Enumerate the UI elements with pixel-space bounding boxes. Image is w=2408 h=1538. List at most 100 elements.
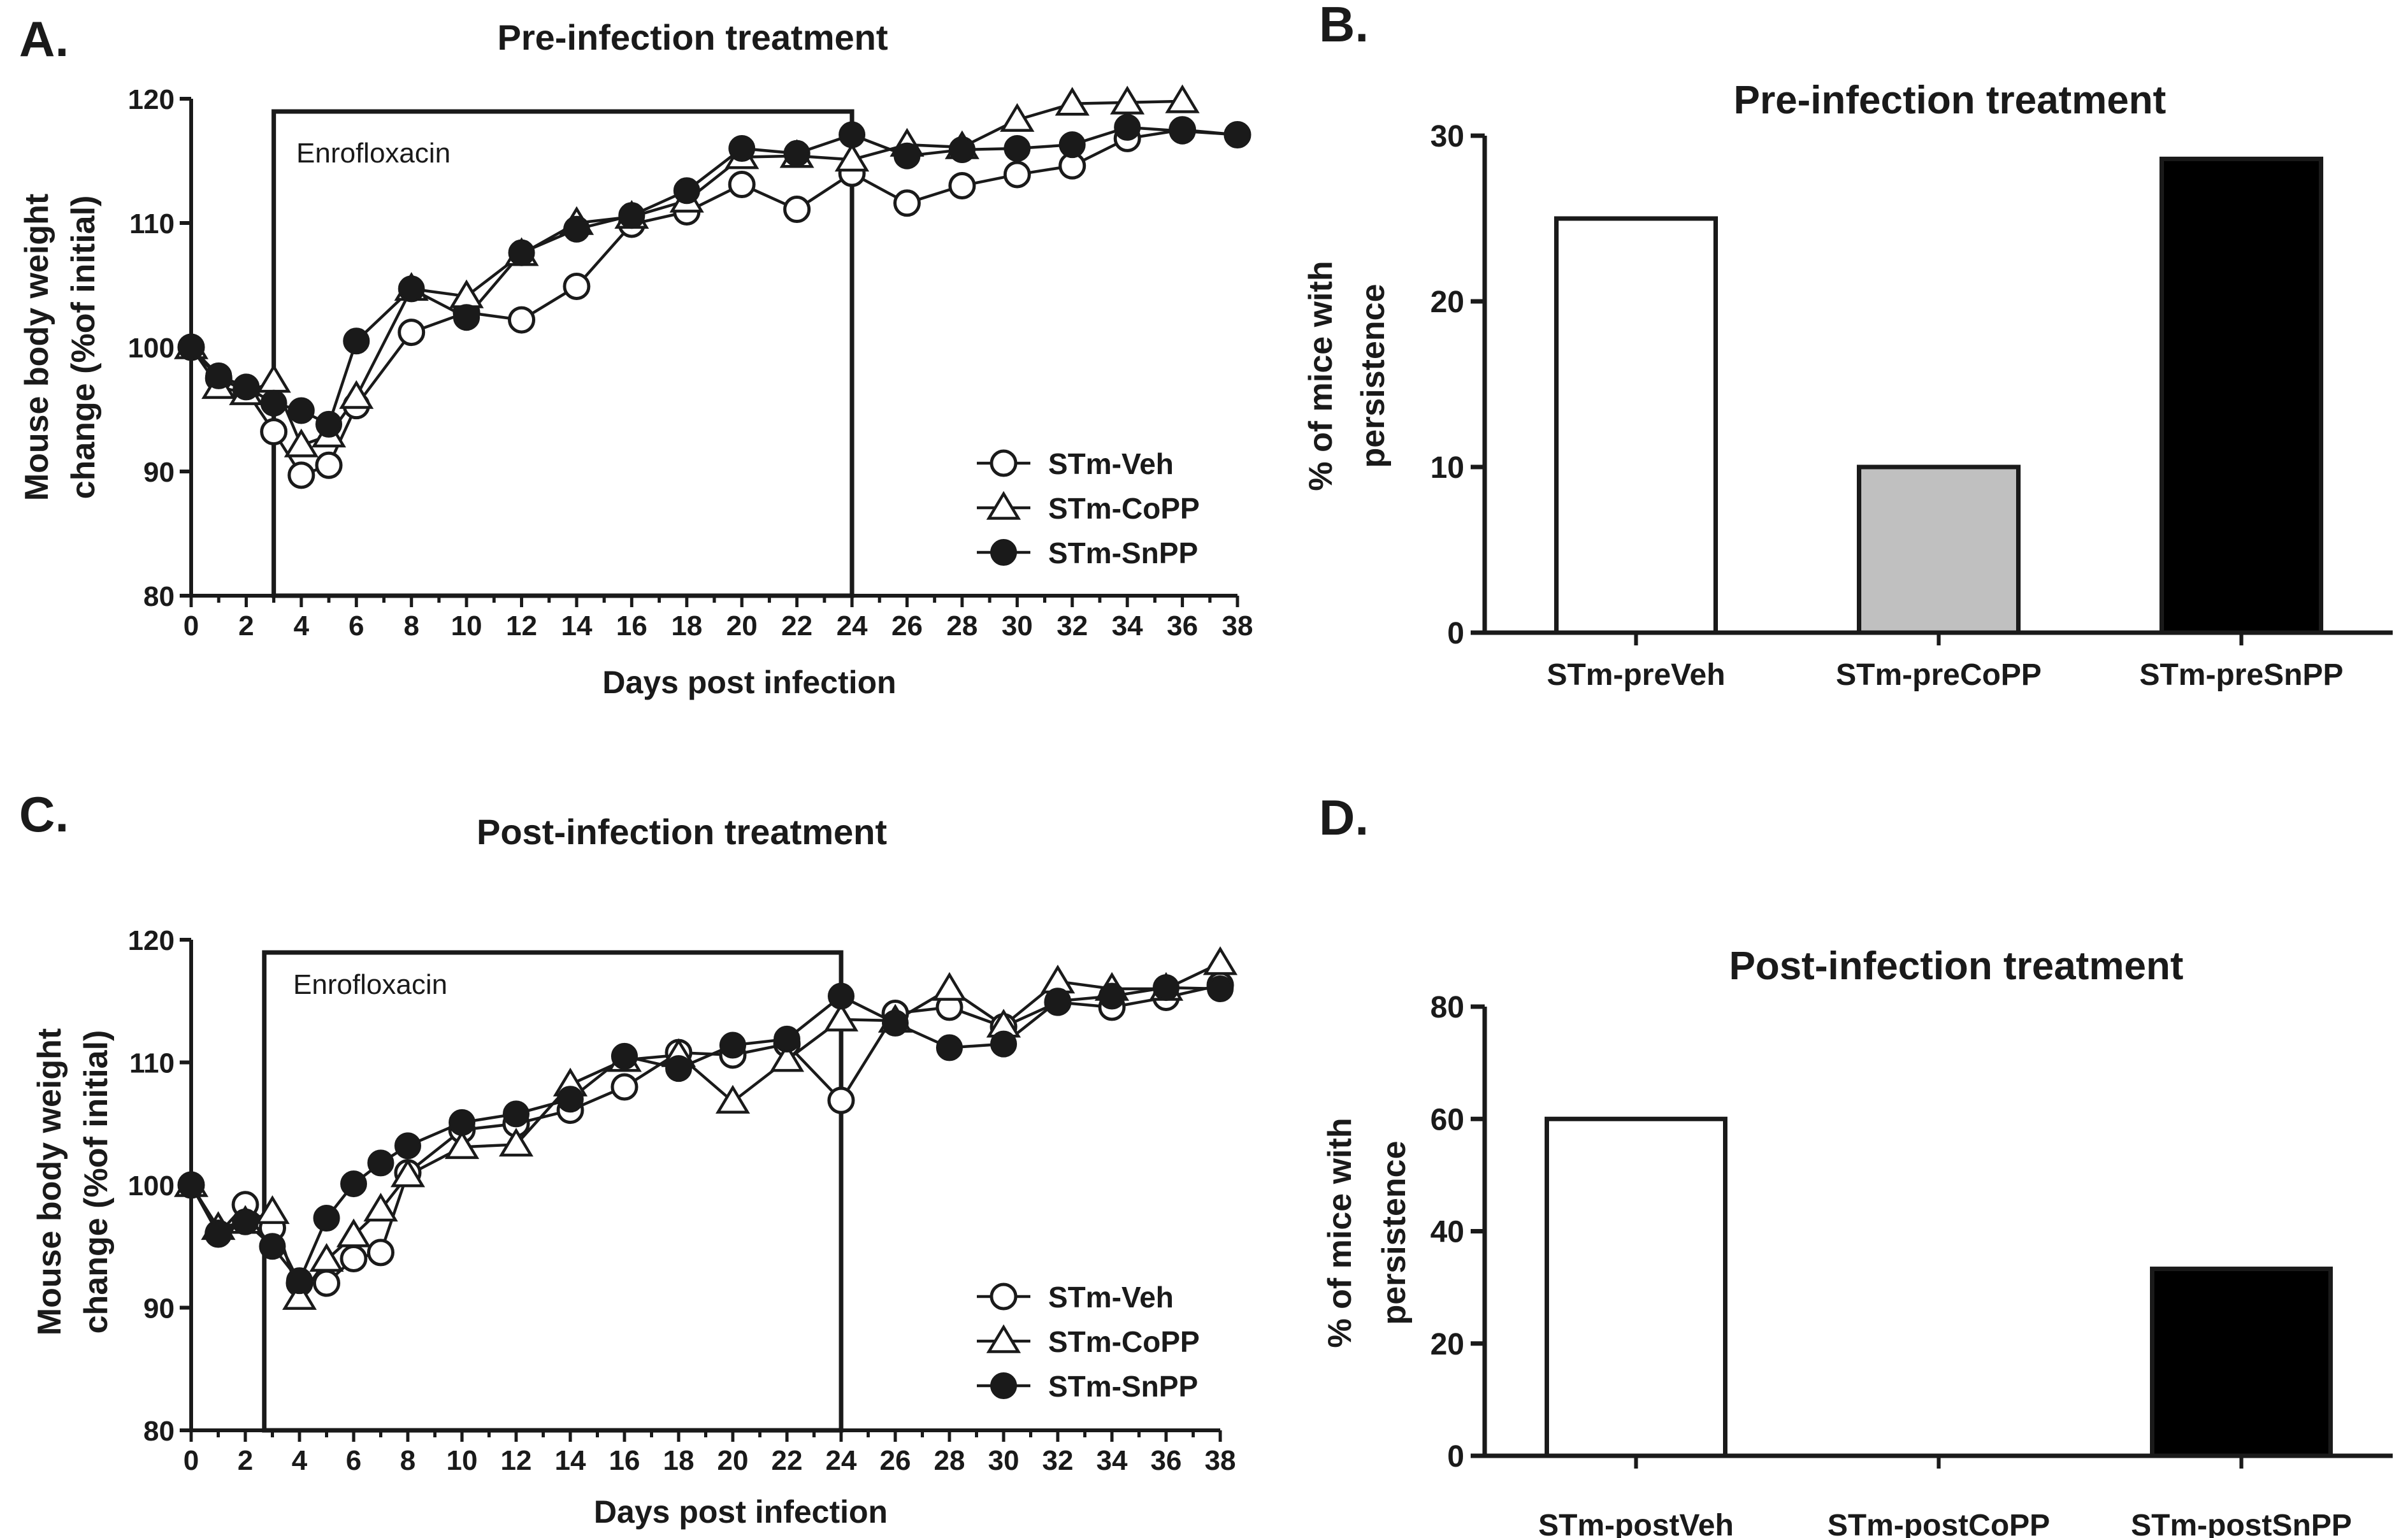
legend-marker xyxy=(986,1324,1021,1353)
series-points-STm-CoPP xyxy=(173,946,1238,1310)
y-axis-label-line-2: change (%of initial) xyxy=(65,196,102,499)
x-tick-label: 34 xyxy=(1097,1445,1128,1476)
y-tick-label: 120 xyxy=(128,84,175,115)
x-tick-label: 36 xyxy=(1167,610,1198,642)
treatment-window-box xyxy=(271,109,854,598)
line-chart-panel-3: C. Post-infection treatment 80 90 100 110 120 0… xyxy=(19,786,1238,1530)
data-point xyxy=(936,1034,963,1061)
data-point xyxy=(205,362,233,389)
x-tick-label: 12 xyxy=(506,610,537,642)
x-tick-label: STm-postSnPP xyxy=(2131,1509,2352,1538)
x-tick-label: 26 xyxy=(891,610,923,642)
data-point xyxy=(834,143,870,172)
legend: STm-Veh STm-CoPP STm-SnPP xyxy=(977,447,1200,570)
legend-label: STm-SnPP xyxy=(1048,1370,1198,1403)
line-chart-panel-1: A. Pre-infection treatment 80 90 100 110 120 0 2… xyxy=(18,11,1253,700)
data-point xyxy=(673,177,700,205)
data-point xyxy=(839,121,866,148)
data-point xyxy=(1207,975,1234,1002)
data-point xyxy=(618,202,645,229)
data-point xyxy=(287,461,315,489)
data-point xyxy=(828,982,854,1010)
x-tick-label: 4 xyxy=(294,610,310,642)
x-tick-label: 16 xyxy=(609,1445,640,1476)
y-axis-label-line-1: % of mice with xyxy=(1302,261,1339,491)
data-point xyxy=(367,1239,394,1267)
data-point xyxy=(287,397,315,424)
data-point xyxy=(178,334,205,361)
bar-STm-postVeh xyxy=(1545,1116,1727,1458)
data-point xyxy=(774,1025,800,1053)
x-tick-label: 14 xyxy=(561,610,592,642)
data-point xyxy=(990,1030,1017,1058)
data-point xyxy=(557,1086,584,1113)
x-tick-label: STm-preCoPP xyxy=(1836,658,2042,692)
legend-marker xyxy=(990,449,1018,477)
data-point xyxy=(367,1149,394,1177)
data-point xyxy=(893,142,921,169)
enrofloxacin-annotation: Enrofloxacin xyxy=(293,969,447,1000)
data-point xyxy=(284,428,319,457)
legend-label: STm-Veh xyxy=(1048,447,1174,480)
data-point xyxy=(728,135,756,162)
y-tick-label: 20 xyxy=(1431,285,1464,319)
x-tick-label: 28 xyxy=(946,610,977,642)
x-tick-label: STm-preSnPP xyxy=(2139,658,2343,692)
x-tick-label: 20 xyxy=(717,1445,749,1476)
x-tick-label: 24 xyxy=(826,1445,857,1476)
data-point xyxy=(611,1042,638,1070)
data-point xyxy=(453,304,480,331)
data-point xyxy=(315,410,343,438)
bar-chart-panel-2: B. Pre-infection treatment 0 10 20 30 % of mic… xyxy=(1302,0,2393,692)
data-point xyxy=(1202,946,1238,975)
panel-label: A. xyxy=(19,11,69,67)
data-point xyxy=(948,136,976,163)
data-point xyxy=(1044,988,1071,1015)
x-tick-label: 24 xyxy=(837,610,868,642)
legend-label: STm-SnPP xyxy=(1048,536,1198,570)
data-point xyxy=(398,275,425,303)
y-tick-label: 90 xyxy=(143,1293,175,1325)
enrofloxacin-annotation: Enrofloxacin xyxy=(296,138,451,169)
x-tick-label: 12 xyxy=(501,1445,532,1476)
y-tick-label: 0 xyxy=(1447,1440,1464,1474)
data-point xyxy=(449,1109,475,1136)
data-point xyxy=(728,171,756,199)
data-point xyxy=(882,1009,909,1037)
data-point xyxy=(948,172,976,199)
x-tick-label: STm-preVeh xyxy=(1546,658,1725,692)
chart-title: Post-infection treatment xyxy=(1729,944,2183,988)
x-tick-label: STm-postCoPP xyxy=(1828,1509,2050,1538)
legend-marker xyxy=(990,1283,1018,1311)
x-tick-label: 28 xyxy=(934,1445,965,1476)
x-tick-label: 32 xyxy=(1042,1445,1074,1476)
chart-title: Pre-infection treatment xyxy=(1734,78,2166,122)
series-line-STm-CoPP xyxy=(190,99,1183,447)
data-point xyxy=(260,418,288,446)
y-axis-label-line-2: change (%of initial) xyxy=(78,1030,115,1334)
data-point xyxy=(715,1084,751,1114)
data-point xyxy=(1000,103,1035,132)
data-point xyxy=(1003,161,1031,189)
x-tick-label: 38 xyxy=(1205,1445,1236,1476)
data-point xyxy=(256,364,291,393)
bar-STm-postSnPP xyxy=(2150,1267,2333,1458)
data-point xyxy=(783,196,811,224)
y-tick-label: 80 xyxy=(143,581,175,612)
data-point xyxy=(1169,117,1196,145)
data-point xyxy=(259,1233,286,1260)
y-tick-label: 20 xyxy=(1431,1328,1464,1362)
data-point xyxy=(178,1172,205,1198)
data-point xyxy=(1004,135,1031,162)
data-point xyxy=(313,1269,340,1297)
y-tick-label: 90 xyxy=(143,457,175,488)
x-tick-label: STm-postVeh xyxy=(1538,1509,1734,1538)
x-tick-label: 18 xyxy=(671,610,702,642)
data-point xyxy=(315,451,343,479)
data-point xyxy=(336,1218,371,1247)
x-tick-label: 34 xyxy=(1112,610,1143,642)
y-tick-label: 0 xyxy=(1447,617,1464,650)
data-point xyxy=(205,1219,232,1247)
x-tick-label: 22 xyxy=(772,1445,803,1476)
legend-label: STm-Veh xyxy=(1048,1281,1174,1314)
